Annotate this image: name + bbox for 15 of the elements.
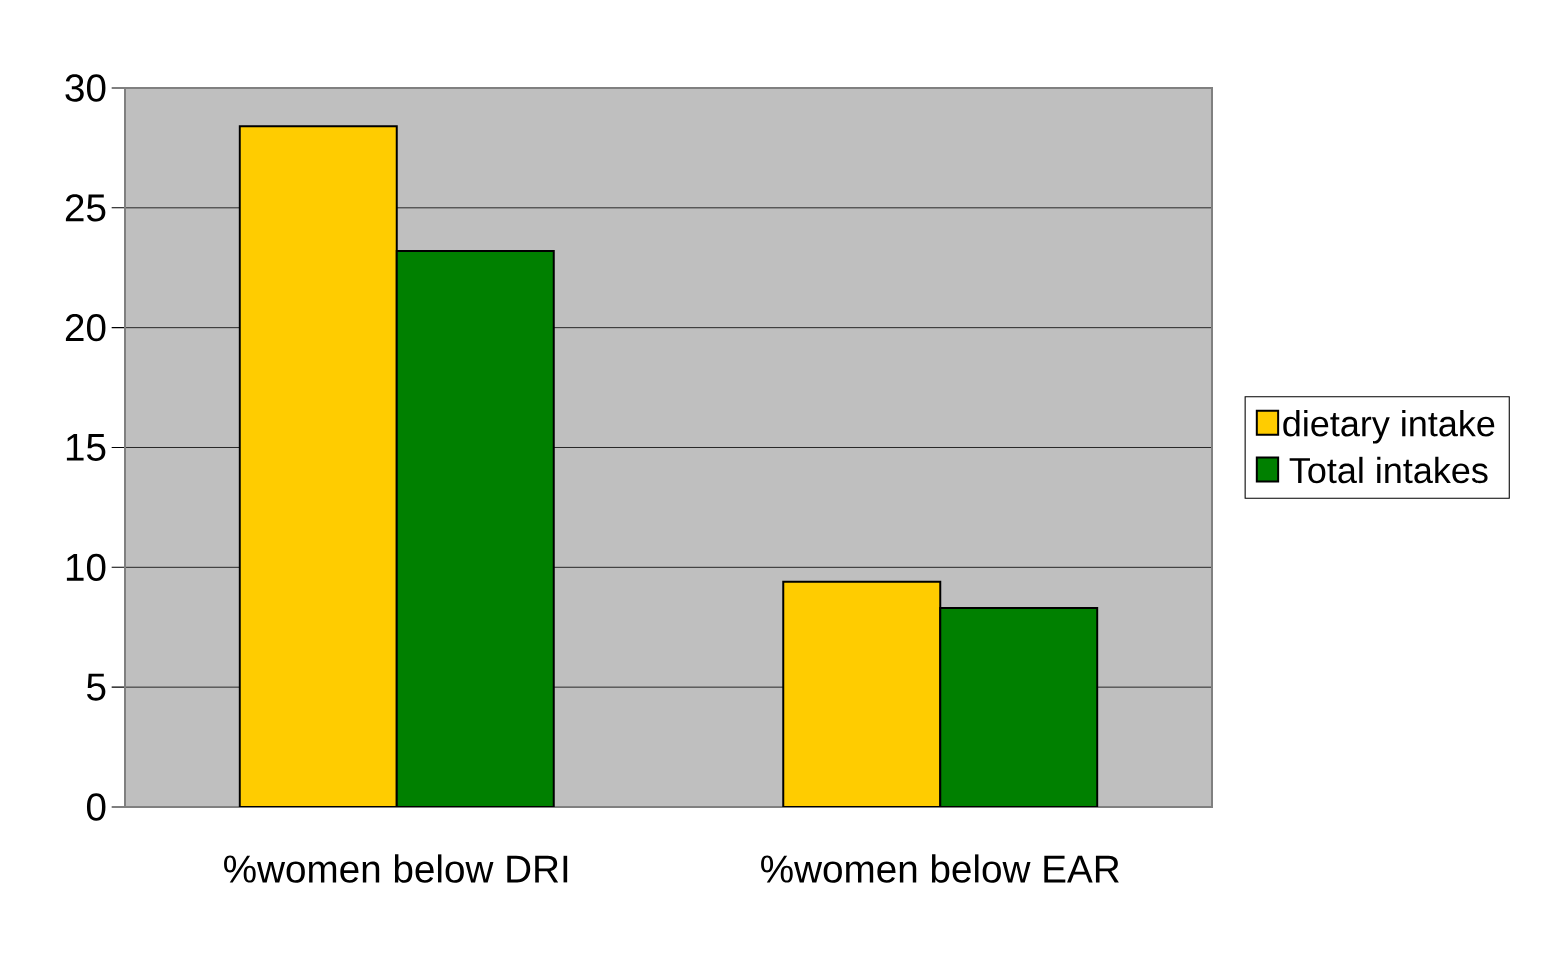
y-tick-label: 30 — [65, 74, 106, 102]
bar — [782, 580, 942, 807]
bar — [395, 249, 555, 807]
bar — [238, 125, 398, 807]
legend-label: dietary intake — [1283, 410, 1495, 444]
y-tick-label: 5 — [87, 673, 106, 701]
y-tick-label: 20 — [65, 313, 106, 342]
y-tick-label: 25 — [65, 194, 106, 222]
legend-label: Total intakes — [1289, 456, 1488, 484]
x-tick-label: %women below DRI — [224, 854, 568, 883]
bar — [939, 607, 1099, 807]
y-tick-label: 0 — [86, 793, 106, 821]
x-tick-label: %women below EAR — [761, 854, 1119, 883]
y-tick-label: 15 — [66, 434, 106, 461]
y-tick-label: 10 — [66, 553, 106, 582]
